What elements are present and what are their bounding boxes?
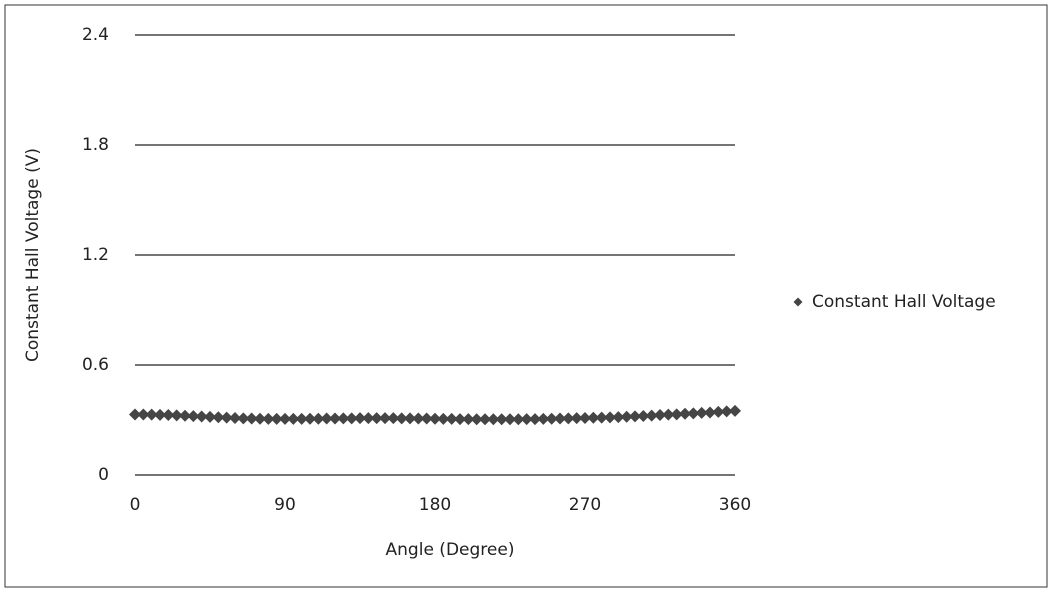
x-axis-title: Angle (Degree) <box>386 540 515 560</box>
y-tick-label: 1.2 <box>82 245 109 265</box>
y-tick-label: 0.6 <box>82 355 109 375</box>
x-tick-label: 0 <box>130 495 141 515</box>
x-tick-label: 270 <box>569 495 601 515</box>
y-tick-label: 2.4 <box>82 25 109 45</box>
x-tick-label: 180 <box>419 495 451 515</box>
y-tick-label: 1.8 <box>82 135 109 155</box>
legend-label: Constant Hall Voltage <box>812 292 996 312</box>
y-axis-title: Constant Hall Voltage (V) <box>23 148 43 362</box>
x-tick-label: 90 <box>274 495 296 515</box>
x-tick-label: 360 <box>719 495 751 515</box>
y-tick-label: 0 <box>98 465 109 485</box>
chart: Angle (Degree) Constant Hall Voltage (V)… <box>0 0 1051 593</box>
page: Angle (Degree) Constant Hall Voltage (V)… <box>0 0 1051 593</box>
